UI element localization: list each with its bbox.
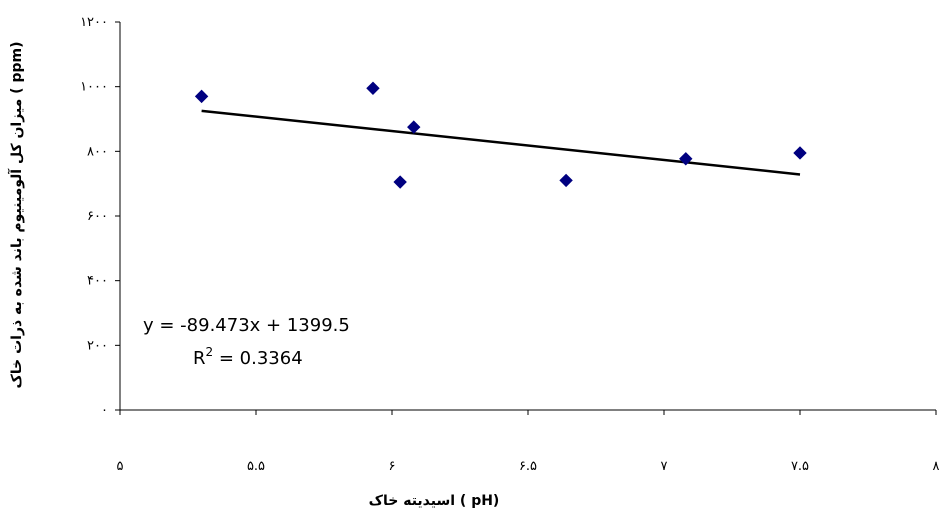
- trendline: [201, 109, 801, 176]
- r-squared-label: R2 = 0.3364: [193, 345, 303, 369]
- y-axis-title: میزان کل آلومینیوم باند شده به ذرات خاک …: [7, 42, 25, 389]
- data-point: [393, 175, 407, 189]
- data-point: [366, 81, 380, 95]
- x-tick-label: ۷.۵: [791, 459, 809, 474]
- y-tick-label: ۸۰۰: [87, 144, 108, 159]
- trendline-equation: y = -89.473x + 1399.5: [143, 315, 350, 336]
- y-tick-label: ۰: [101, 403, 108, 418]
- x-tick-label: ۶.۵: [519, 459, 537, 474]
- y-tick-label: ۱۰۰۰: [80, 80, 108, 95]
- r-squared-superscript: 2: [206, 345, 214, 359]
- x-tick-label: ۵: [117, 459, 124, 474]
- y-ticks: ۰ ۲۰۰ ۴۰۰ ۶۰۰ ۸۰۰ ۱۰۰۰ ۱۲۰۰: [80, 15, 120, 418]
- y-tick-label: ۱۲۰۰: [80, 15, 108, 30]
- data-point: [679, 152, 693, 166]
- x-tick-label: ۵.۵: [247, 459, 265, 474]
- x-tick-label: ۷: [661, 459, 668, 474]
- data-point: [559, 173, 573, 188]
- data-point: [194, 89, 209, 104]
- data-point: [793, 146, 807, 160]
- data-point: [407, 120, 421, 134]
- r-squared-value: = 0.3364: [213, 348, 303, 369]
- x-tick-label: ۶: [389, 459, 396, 474]
- trendline-layer: [201, 109, 801, 176]
- x-tick-label: ۸: [933, 459, 940, 474]
- x-axis-title: اسیدیته خاک ( pH): [369, 493, 500, 509]
- x-ticks: ۵ ۵.۵ ۶ ۶.۵ ۷ ۷.۵ ۸: [117, 410, 940, 474]
- y-tick-label: ۴۰۰: [87, 274, 108, 289]
- y-tick-label: ۲۰۰: [87, 338, 108, 353]
- r-squared-prefix: R: [193, 348, 206, 369]
- data-points: [194, 81, 807, 189]
- y-tick-label: ۶۰۰: [87, 209, 108, 224]
